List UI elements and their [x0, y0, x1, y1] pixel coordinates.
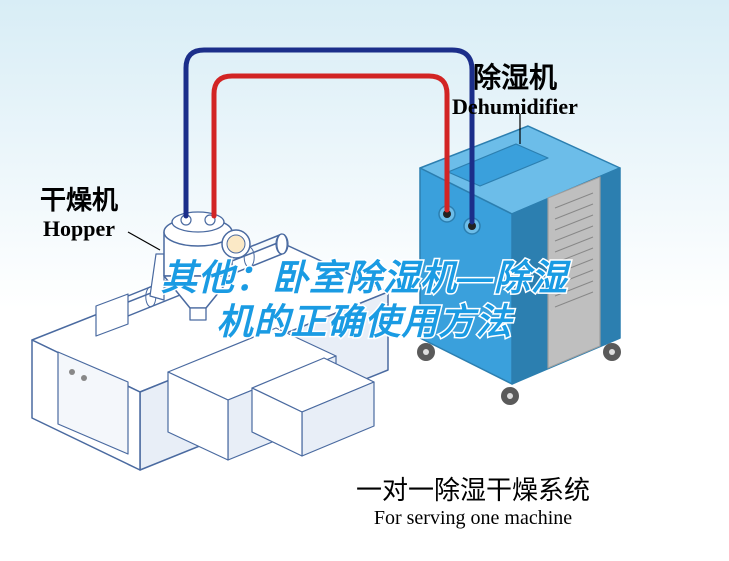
dehumidifier-label-en: Dehumidifier	[452, 94, 578, 119]
system-caption-cn: 一对一除湿干燥系统	[356, 470, 590, 507]
system-caption: 一对一除湿干燥系统 For serving one machine	[356, 470, 590, 530]
overlay-title: 其他：卧室除湿机—除湿 机的正确使用方法	[0, 256, 729, 344]
overlay-title-line1: 其他：卧室除湿机—除湿	[0, 256, 729, 300]
hopper-label-cn: 干燥机	[40, 186, 118, 216]
system-caption-en: For serving one machine	[356, 507, 590, 530]
hopper-label: 干燥机 Hopper	[40, 186, 118, 241]
dehumidifier-label: 除湿机 Dehumidifier	[452, 62, 578, 119]
overlay-title-line2: 机的正确使用方法	[0, 300, 729, 344]
dehumidifier-label-cn: 除湿机	[452, 62, 578, 94]
hopper-label-en: Hopper	[40, 216, 118, 241]
